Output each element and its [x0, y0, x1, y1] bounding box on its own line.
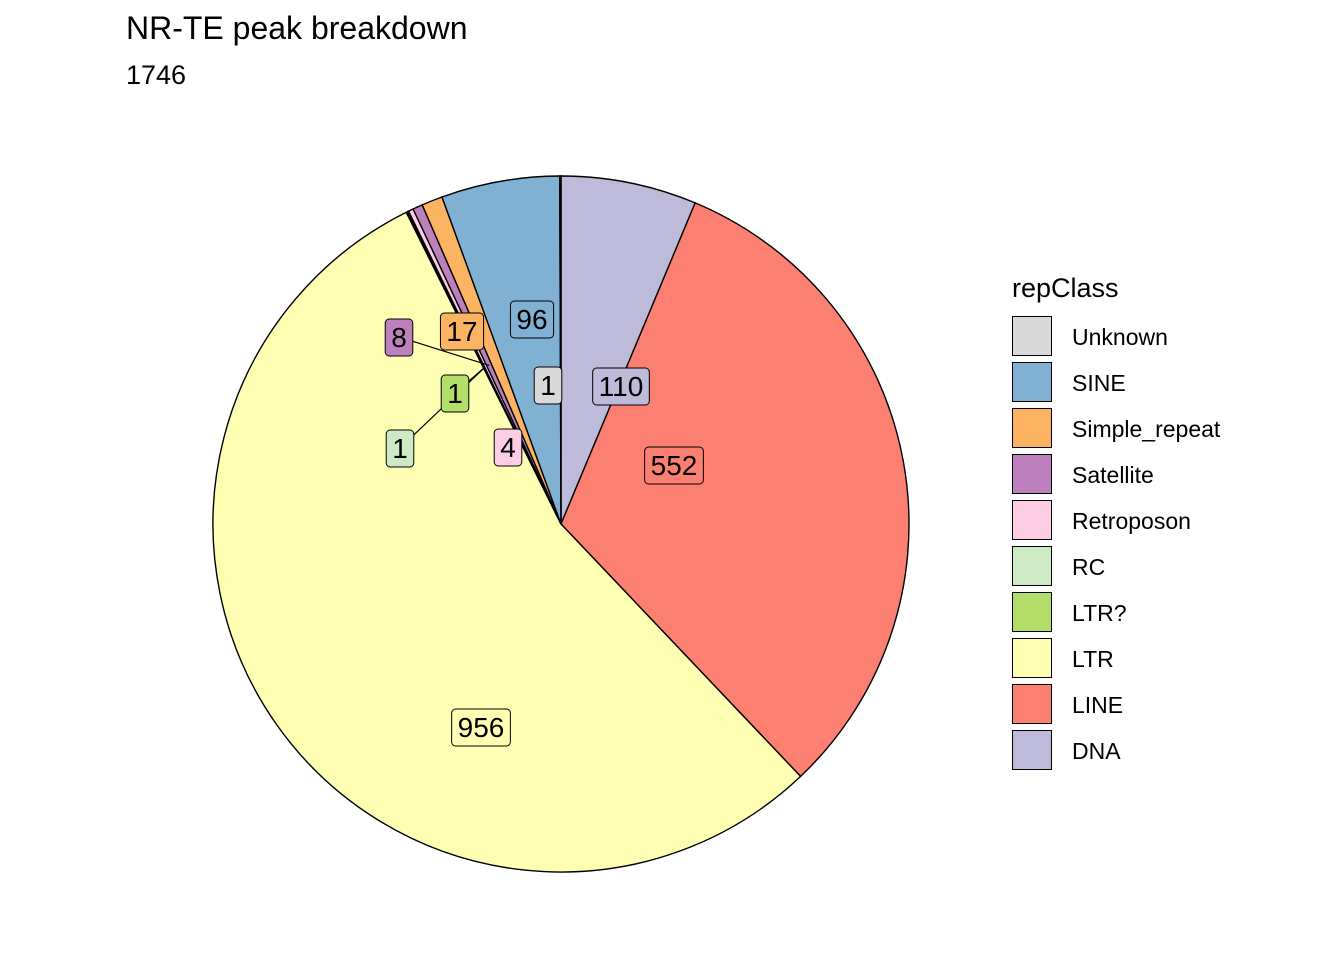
legend-item-ltr: LTR?	[1012, 592, 1312, 638]
legend-key-ltr	[1012, 638, 1052, 678]
leader-line-satellite	[412, 340, 490, 367]
slice-value-line: 552	[651, 450, 698, 481]
slice-unknown	[559, 175, 562, 525]
legend-label: Simple_repeat	[1072, 416, 1221, 442]
slice-value-retroposon: 4	[500, 432, 516, 463]
slice-label-satellite: 8	[384, 318, 414, 357]
slice-label-box-retroposon	[493, 428, 523, 467]
slice-label-box-line	[644, 446, 704, 485]
slice-label-box-unknown	[533, 366, 563, 405]
legend-item-unknown: Unknown	[1012, 316, 1312, 362]
slice-label-box-satellite	[384, 318, 414, 357]
legend-label: LTR?	[1072, 600, 1127, 626]
slice-label-box-rc	[385, 429, 415, 468]
slice-dna	[560, 175, 697, 525]
legend-key-unknown	[1012, 316, 1052, 356]
legend-item-satellite: Satellite	[1012, 454, 1312, 500]
legend-key-satellite	[1012, 454, 1052, 494]
legend-key-sine	[1012, 362, 1052, 402]
slice-value-ltr: 956	[458, 712, 505, 743]
legend-item-dna: DNA	[1012, 730, 1312, 776]
legend-key-ltr	[1012, 592, 1052, 632]
legend-label: SINE	[1072, 370, 1126, 396]
legend-item-line: LINE	[1012, 684, 1312, 730]
legend-title: repClass	[1012, 273, 1119, 303]
slice-label-box-simple-repeat	[439, 312, 485, 351]
slice-line	[560, 201, 910, 778]
legend-key-retroposon	[1012, 500, 1052, 540]
slice-label-ltr: 1	[440, 374, 470, 413]
slice-label-sine: 96	[509, 300, 555, 339]
chart-subtitle: 1746	[126, 60, 187, 90]
slice-value-satellite: 8	[391, 322, 407, 353]
slice-label-box-ltr	[440, 374, 470, 413]
legend-label: LINE	[1072, 692, 1124, 718]
legend-item-retroposon: Retroposon	[1012, 500, 1312, 546]
legend-key-simple-repeat	[1012, 408, 1052, 448]
legend-label: LTR	[1072, 646, 1114, 672]
legend-label: DNA	[1072, 738, 1121, 764]
slice-label-line: 552	[644, 446, 704, 485]
slice-label-box-dna	[592, 367, 650, 406]
slice-label-ltr: 956	[451, 708, 511, 747]
slice-label-rc: 1	[385, 429, 415, 468]
pie-slices	[212, 175, 910, 873]
legend-label: Satellite	[1072, 462, 1154, 488]
slice-value-dna: 110	[599, 371, 644, 402]
slice-label-simple-repeat: 17	[439, 312, 485, 351]
legend-key-rc	[1012, 546, 1052, 586]
legend-label: Retroposon	[1072, 508, 1191, 534]
legend-item-ltr: LTR	[1012, 638, 1312, 684]
slice-value-unknown: 1	[540, 370, 556, 401]
legend-label: RC	[1072, 554, 1106, 580]
legend-key-dna	[1012, 730, 1052, 770]
legend-item-sine: SINE	[1012, 362, 1312, 408]
slice-label-box-ltr	[451, 708, 511, 747]
slice-value-sine: 96	[516, 304, 547, 335]
slice-ltr	[212, 211, 802, 873]
slice-label-dna: 110	[592, 367, 650, 406]
slice-label-unknown: 1	[533, 366, 563, 405]
legend-label: Unknown	[1072, 324, 1168, 350]
legend-item-rc: RC	[1012, 546, 1312, 592]
slice-label-retroposon: 4	[493, 428, 523, 467]
slice-value-rc: 1	[392, 433, 408, 464]
legend-item-simple-repeat: Simple_repeat	[1012, 408, 1312, 454]
legend-key-line	[1012, 684, 1052, 724]
slice-label-box-sine	[509, 300, 555, 339]
slice-value-ltr: 1	[447, 378, 463, 409]
chart-title: NR-TE peak breakdown	[126, 10, 468, 46]
slice-value-simple-repeat: 17	[446, 316, 477, 347]
